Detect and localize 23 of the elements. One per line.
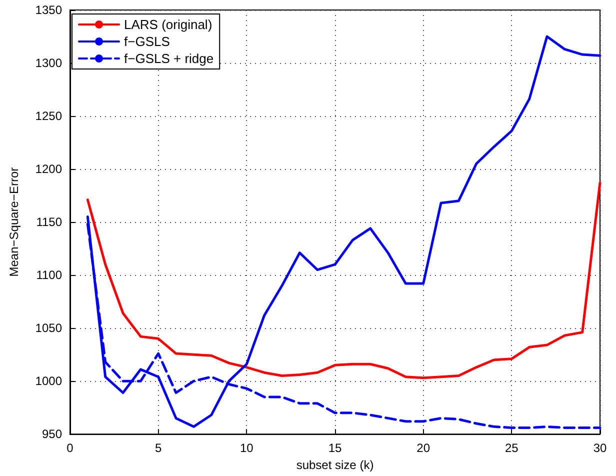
y-tick-label: 1250	[35, 109, 62, 124]
x-tick-label: 30	[593, 441, 607, 456]
x-tick-label: 0	[66, 441, 74, 456]
legend-label: LARS (original)	[124, 17, 212, 32]
line-series	[86, 182, 602, 380]
y-tick-label: 1300	[35, 56, 62, 70]
line-series	[86, 35, 602, 428]
x-tick-label: 10	[240, 441, 254, 456]
x-tick-label: 20	[416, 441, 430, 456]
y-tick-label: 1100	[36, 268, 62, 282]
x-tick-label: 5	[154, 441, 162, 456]
y-tick-label: 1200	[35, 162, 62, 176]
x-axis-title: subset size (k)	[296, 458, 374, 472]
y-tick-label: 1150	[36, 215, 62, 230]
x-tick-label: 15	[328, 441, 342, 456]
legend-label: f−GSLS + ridge	[124, 51, 214, 66]
y-tick-label: 950	[42, 427, 62, 442]
legend-label: f−GSLS	[124, 34, 170, 49]
y-tick-label: 1000	[35, 374, 62, 388]
y-axis-title: Mean−Square−Error	[7, 167, 21, 277]
y-tick-label: 1350	[35, 3, 62, 17]
y-tick-label: 1050	[35, 321, 62, 336]
x-tick-label: 25	[504, 441, 519, 456]
